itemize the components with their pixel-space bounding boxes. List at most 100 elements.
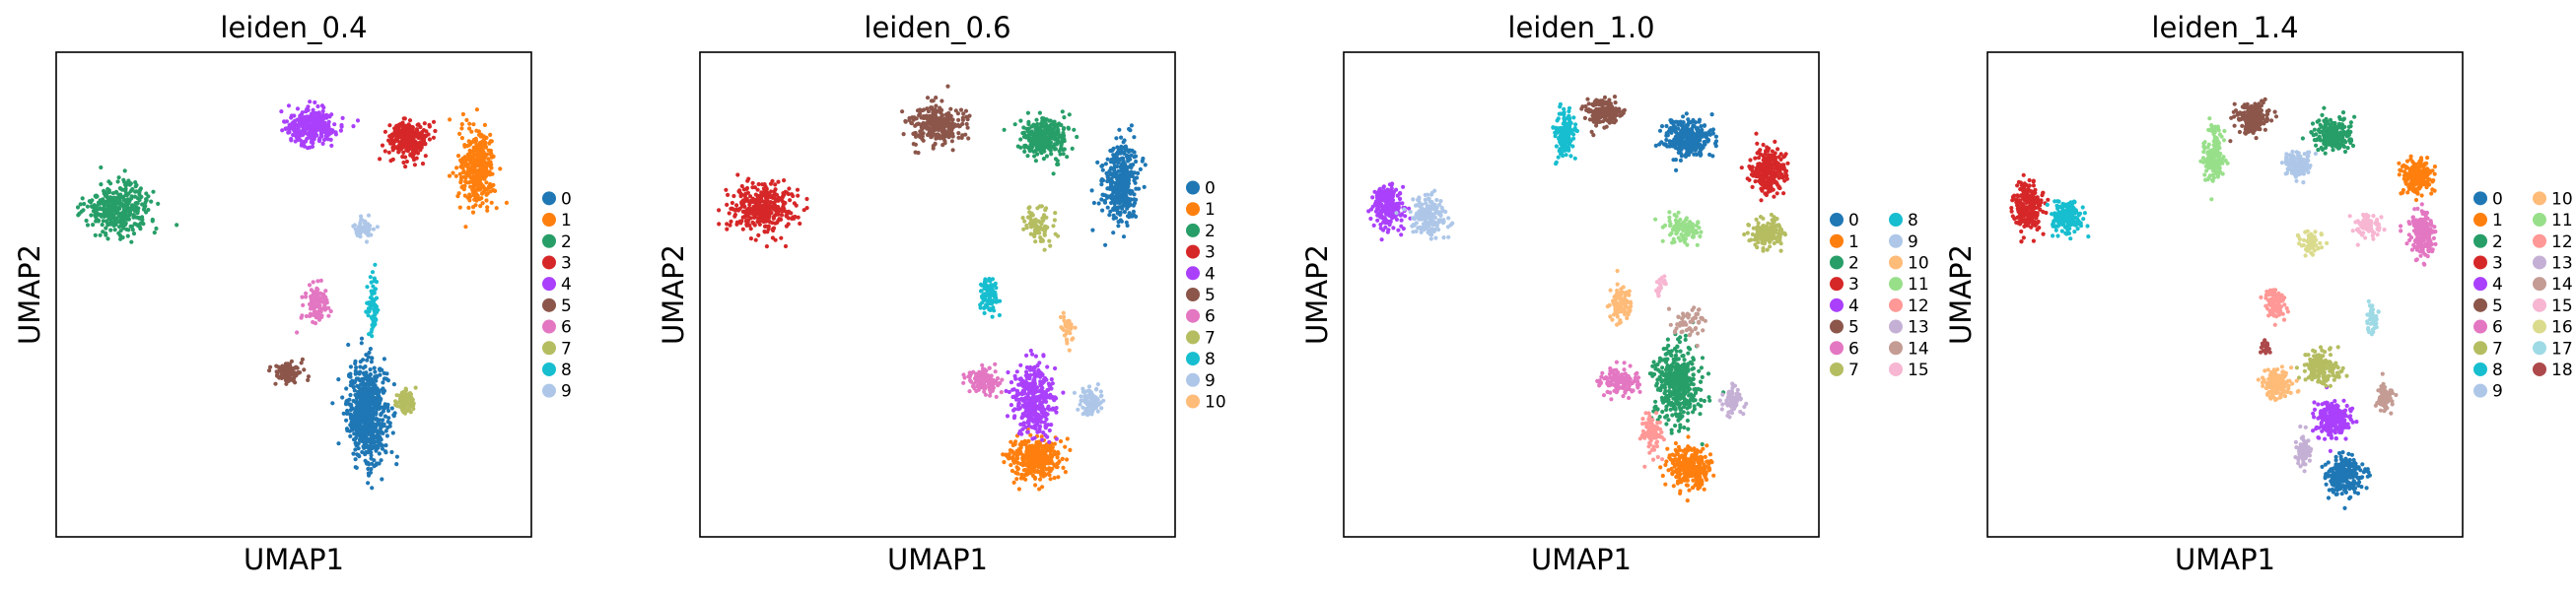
data-point <box>129 239 134 244</box>
data-point <box>1131 209 1136 214</box>
data-point <box>776 198 781 203</box>
data-point <box>1010 468 1014 474</box>
data-point <box>381 390 385 395</box>
data-point <box>750 196 755 201</box>
data-point <box>1047 439 1052 444</box>
data-point <box>464 180 469 185</box>
data-point <box>762 230 767 234</box>
data-point <box>804 206 809 211</box>
y-axis-label: UMAP2 <box>13 244 46 345</box>
data-point <box>1143 163 1148 167</box>
data-point <box>987 365 992 370</box>
data-point <box>984 376 989 381</box>
data-point <box>731 193 736 199</box>
data-point <box>1049 377 1054 382</box>
data-point <box>383 450 388 455</box>
data-point <box>375 386 380 391</box>
data-point <box>1095 160 1100 165</box>
data-point <box>1098 389 1103 394</box>
data-point <box>949 139 954 144</box>
data-point <box>389 449 394 455</box>
data-point <box>366 481 371 486</box>
data-point <box>365 461 370 466</box>
data-point <box>298 138 303 143</box>
data-point <box>378 426 383 430</box>
data-point <box>962 375 967 380</box>
data-point <box>961 380 966 385</box>
data-point <box>473 164 478 168</box>
data-point <box>482 122 487 127</box>
data-point <box>772 191 778 196</box>
data-point <box>1052 476 1057 481</box>
data-point <box>358 364 363 369</box>
data-point <box>392 399 398 404</box>
data-point <box>127 182 132 187</box>
data-point <box>1018 137 1023 142</box>
data-point <box>390 145 395 151</box>
data-point <box>403 396 408 401</box>
data-point <box>732 212 737 218</box>
data-point <box>1040 449 1045 454</box>
data-point <box>105 196 110 201</box>
data-point <box>106 179 111 184</box>
data-point <box>366 380 371 385</box>
data-point <box>936 123 940 128</box>
cluster-9-points <box>351 213 380 244</box>
data-point <box>1011 394 1016 399</box>
data-point <box>1041 157 1046 162</box>
data-point <box>1091 200 1096 206</box>
data-point <box>963 108 969 113</box>
data-point <box>1023 442 1028 447</box>
data-point <box>401 135 407 140</box>
data-point <box>427 124 432 129</box>
data-point <box>485 169 490 174</box>
data-point <box>950 117 955 122</box>
data-point <box>309 304 313 309</box>
data-point <box>135 201 140 206</box>
data-point <box>411 130 416 135</box>
data-point <box>401 410 406 415</box>
data-point <box>414 146 419 151</box>
data-point <box>796 193 801 198</box>
data-point <box>309 288 313 293</box>
data-point <box>1123 163 1128 167</box>
data-point <box>1021 460 1026 465</box>
data-point <box>382 422 386 427</box>
data-point <box>1138 166 1143 171</box>
data-point <box>361 358 366 362</box>
data-point <box>1113 207 1118 212</box>
data-point <box>93 193 98 199</box>
data-point <box>146 207 151 213</box>
cluster-2-points <box>1002 109 1079 176</box>
data-point <box>1128 191 1133 196</box>
data-point <box>319 103 325 108</box>
data-point <box>1049 454 1054 460</box>
data-point <box>324 129 329 134</box>
data-point <box>135 211 140 216</box>
data-point <box>1100 163 1105 168</box>
data-point <box>504 200 509 205</box>
cluster-1-points <box>447 107 509 230</box>
data-point <box>1023 373 1028 378</box>
data-point <box>104 226 108 231</box>
data-point <box>1033 149 1038 154</box>
data-point <box>1039 420 1044 425</box>
data-point <box>107 203 112 208</box>
data-point <box>1026 384 1031 389</box>
data-point <box>1058 133 1063 138</box>
data-point <box>1014 369 1019 374</box>
data-point <box>379 396 383 402</box>
data-point <box>1062 126 1067 131</box>
legend-label-3: 3 <box>561 253 572 273</box>
data-point <box>406 122 411 127</box>
data-point <box>321 293 326 297</box>
data-point <box>911 142 916 147</box>
data-point <box>1051 171 1056 176</box>
legend-label-7: 7 <box>561 339 572 359</box>
data-point <box>377 461 382 466</box>
data-point <box>1116 192 1121 197</box>
data-point <box>1038 225 1043 231</box>
data-point <box>363 225 368 230</box>
data-point <box>921 131 926 136</box>
data-point <box>360 416 365 421</box>
